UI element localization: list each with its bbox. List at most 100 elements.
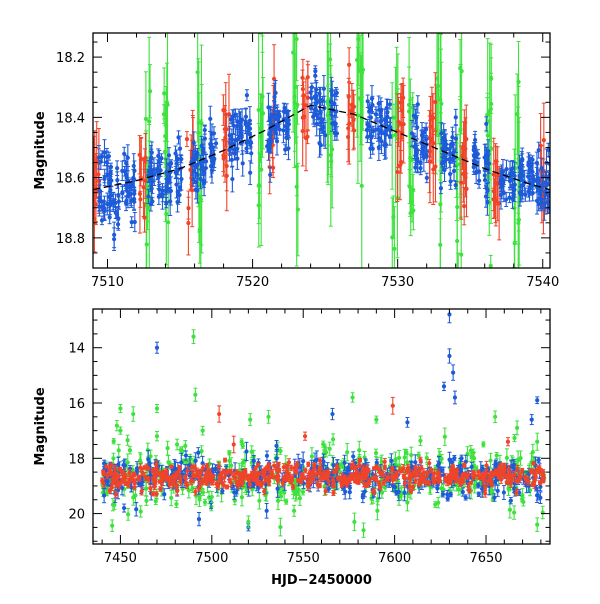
blue-data-point	[439, 183, 443, 194]
blue-outlier-point	[442, 382, 446, 390]
x-tick-label: 7550	[287, 551, 320, 566]
green-data-point	[436, 498, 440, 508]
blue-outlier-point	[405, 417, 409, 427]
blue-data-point	[496, 485, 500, 496]
green-outlier-point	[535, 433, 539, 450]
green-data-point	[374, 449, 378, 457]
y-tick-label: 16	[68, 397, 85, 412]
blue-data-point	[133, 212, 137, 231]
red-data-point	[462, 463, 466, 467]
red-data-point	[353, 472, 357, 476]
y-tick-label: 18.8	[56, 232, 85, 247]
green-data-point	[345, 444, 349, 461]
green-data-point	[258, 0, 262, 34]
green-data-point	[489, 279, 493, 321]
red-data-point	[223, 458, 227, 462]
red-outlier-point	[232, 436, 236, 453]
red-data-point	[265, 465, 269, 469]
x-tick-label: 7450	[104, 551, 137, 566]
blue-data-point	[509, 497, 513, 503]
red-data-point	[409, 489, 413, 493]
green-data-point	[203, 499, 207, 505]
red-data-point	[111, 480, 115, 484]
blue-data-point	[452, 455, 456, 460]
red-data-point	[289, 480, 293, 484]
blue-outlier-point	[447, 349, 451, 363]
green-data-point	[174, 501, 178, 508]
blue-data-point	[464, 495, 468, 500]
red-data-point	[531, 461, 535, 465]
red-data-point	[428, 116, 432, 160]
blue-data-point	[268, 167, 272, 182]
green-data-point	[297, 0, 301, 26]
x-tick-label: 7500	[195, 551, 228, 566]
red-data-point	[186, 191, 190, 255]
blue-data-point	[447, 452, 451, 467]
red-data-point	[162, 470, 166, 474]
red-data-point	[191, 479, 195, 483]
green-data-point	[489, 255, 493, 276]
green-data-point	[443, 428, 447, 445]
red-data-point	[453, 468, 457, 472]
x-tick-label: 7510	[91, 275, 124, 290]
x-tick-label: 7650	[469, 551, 502, 566]
green-data-point	[257, 493, 261, 509]
red-data-point	[417, 483, 421, 487]
x-tick-label: 7530	[381, 275, 414, 290]
green-data-point	[397, 450, 401, 465]
red-data-point	[183, 475, 187, 479]
green-data-point	[126, 508, 130, 520]
blue-data-point	[454, 109, 458, 125]
red-data-point	[423, 479, 427, 483]
green-data-point	[512, 434, 516, 441]
blue-data-point	[477, 173, 481, 188]
red-data-point	[497, 475, 501, 479]
blue-outlier-point	[453, 391, 457, 404]
green-data-point	[301, 489, 305, 495]
blue-data-point	[425, 173, 429, 182]
y-tick-label: 18	[68, 452, 85, 467]
green-outlier-point	[350, 393, 354, 402]
plot-frame	[93, 33, 550, 268]
red-data-point	[306, 462, 310, 466]
red-data-point	[394, 473, 398, 477]
x-tick-label: 7520	[236, 275, 269, 290]
blue-data-point	[120, 161, 124, 180]
red-data-point	[462, 472, 466, 476]
green-data-point	[110, 520, 114, 532]
red-data-point	[358, 458, 362, 462]
red-data-point	[436, 476, 440, 480]
x-tick-label: 7540	[526, 275, 559, 290]
green-outlier-point	[193, 388, 197, 401]
green-data-point	[115, 421, 119, 431]
red-data-point	[409, 472, 413, 476]
green-data-point	[278, 518, 282, 536]
green-data-point	[233, 496, 237, 504]
green-data-point	[112, 439, 116, 444]
red-data-point	[169, 464, 173, 468]
y-axis-title: Magnitude	[33, 111, 48, 190]
green-data-point	[418, 436, 422, 446]
blue-data-point	[508, 161, 512, 187]
blue-data-point	[230, 166, 234, 192]
green-data-point	[284, 499, 288, 504]
green-outlier-point	[352, 513, 356, 531]
red-data-point	[151, 492, 155, 496]
green-outlier-point	[155, 431, 159, 440]
blue-data-point	[286, 137, 290, 160]
green-data-point	[165, 441, 169, 455]
red-data-point	[347, 48, 351, 82]
green-data-point	[117, 444, 121, 456]
blue-data-point	[502, 486, 506, 500]
green-outlier-point	[191, 330, 195, 344]
red-outlier-point	[506, 438, 510, 446]
green-data-point	[541, 506, 545, 518]
red-data-point	[361, 470, 365, 474]
blue-outlier-point	[451, 365, 455, 380]
green-outlier-point	[175, 439, 179, 450]
green-outlier-point	[535, 518, 539, 532]
green-outlier-point	[118, 404, 122, 412]
